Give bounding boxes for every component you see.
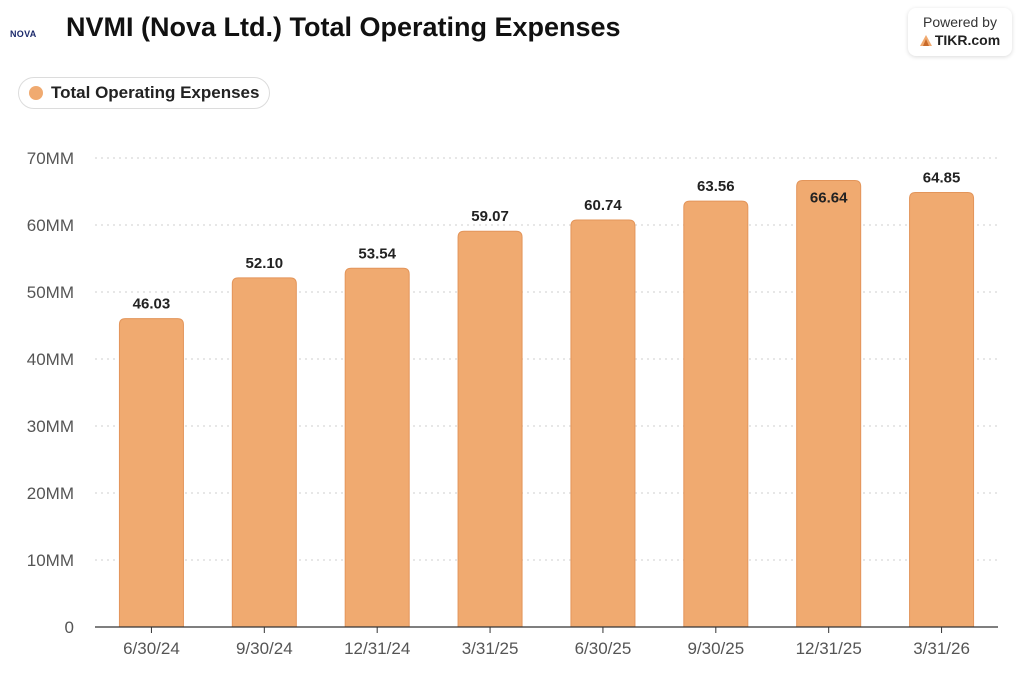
- x-tick-label: 6/30/24: [123, 639, 180, 658]
- chart-title: NVMI (Nova Ltd.) Total Operating Expense…: [66, 12, 621, 42]
- y-axis-ticks: 0 10MM 20MM 30MM 40MM 50MM 60MM 70MM: [27, 149, 74, 637]
- powered-by-label: Powered by: [923, 14, 997, 30]
- company-logo: NOVA: [10, 24, 54, 39]
- y-tick-label: 70MM: [27, 149, 74, 168]
- y-tick-label: 50MM: [27, 283, 74, 302]
- bar-9-30-24[interactable]: [231, 277, 297, 628]
- data-label: 59.07: [471, 208, 509, 225]
- legend-label: Total Operating Expenses: [51, 83, 260, 102]
- legend-item-total-operating-expenses[interactable]: Total Operating Expenses: [18, 77, 271, 109]
- chart-header: NOVA NVMI (Nova Ltd.) Total Operating Ex…: [0, 0, 1024, 60]
- tikr-brand-label: TIKR.com: [934, 32, 1001, 48]
- bar-3-31-25[interactable]: [457, 230, 523, 628]
- bar-12-31-25[interactable]: [796, 180, 862, 628]
- legend-swatch-icon: [29, 86, 43, 100]
- gridlines: [95, 157, 998, 561]
- data-label: 66.64: [810, 190, 848, 207]
- y-tick-label: 10MM: [27, 551, 74, 570]
- bar-9-30-25[interactable]: [683, 200, 749, 628]
- tikr-brand: TIKR.com: [908, 32, 1012, 48]
- bar-3-31-26[interactable]: [909, 192, 975, 628]
- bar-12-31-24[interactable]: [344, 267, 410, 628]
- bars: [118, 180, 975, 628]
- data-label: 53.54: [358, 245, 396, 262]
- x-tick-label: 12/31/25: [796, 639, 862, 658]
- data-label: 60.74: [584, 197, 622, 214]
- y-tick-label: 0: [65, 618, 74, 637]
- x-tick-label: 6/30/25: [575, 639, 632, 658]
- tikr-logo-icon: [919, 34, 932, 46]
- x-tick-label: 12/31/24: [344, 639, 410, 658]
- x-tick-label: 9/30/24: [236, 639, 293, 658]
- y-tick-label: 30MM: [27, 417, 74, 436]
- y-tick-label: 40MM: [27, 350, 74, 369]
- x-tick-label: 9/30/25: [687, 639, 744, 658]
- bar-6-30-25[interactable]: [570, 219, 636, 628]
- data-labels: 46.03 52.10 53.54 59.07 60.74 63.56 66.64 64.85: [133, 170, 961, 313]
- powered-by-badge[interactable]: Powered by TIKR.com: [908, 8, 1012, 56]
- y-tick-label: 60MM: [27, 216, 74, 235]
- company-logo-text: NOVA: [10, 29, 37, 39]
- x-tick-label: 3/31/26: [913, 639, 970, 658]
- y-tick-label: 20MM: [27, 484, 74, 503]
- data-label: 63.56: [697, 178, 735, 195]
- bar-6-30-24[interactable]: [118, 318, 184, 628]
- x-axis-ticks: 6/30/24 9/30/24 12/31/24 3/31/25 6/30/25 9/30…: [123, 627, 970, 658]
- data-label: 46.03: [133, 296, 171, 313]
- x-tick-label: 3/31/25: [462, 639, 519, 658]
- data-label: 52.10: [246, 255, 284, 272]
- data-label: 64.85: [923, 170, 961, 187]
